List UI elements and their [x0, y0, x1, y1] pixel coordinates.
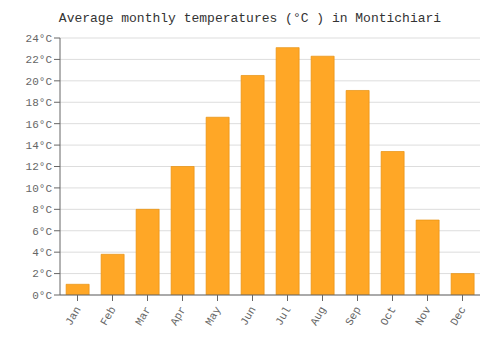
svg-text:Dec: Dec — [448, 305, 468, 328]
svg-text:Jul: Jul — [273, 305, 293, 328]
svg-text:20°C: 20°C — [26, 76, 53, 88]
svg-text:Feb: Feb — [98, 305, 118, 328]
svg-text:Oct: Oct — [378, 305, 398, 328]
svg-text:10°C: 10°C — [26, 183, 53, 195]
svg-text:22°C: 22°C — [26, 54, 53, 66]
html-text:Average monthly temperatures (: Average monthly temperatures (°C ) in Mo… — [58, 11, 442, 26]
svg-text:Sep: Sep — [343, 305, 363, 328]
svg-text:6°C: 6°C — [32, 226, 52, 238]
svg-text:Jan: Jan — [63, 305, 83, 328]
svg-text:16°C: 16°C — [26, 119, 53, 131]
svg-text:Nov: Nov — [413, 304, 433, 327]
svg-text:24°C: 24°C — [26, 33, 53, 45]
svg-text:8°C: 8°C — [32, 204, 52, 216]
svg-text:Aug: Aug — [308, 305, 328, 328]
svg-text:Mar: Mar — [133, 305, 153, 328]
svg-text:4°C: 4°C — [32, 247, 52, 259]
svg-text:Jun: Jun — [238, 305, 258, 328]
svg-text:2°C: 2°C — [32, 268, 52, 280]
svg-text:18°C: 18°C — [26, 97, 53, 109]
svg-text:Apr: Apr — [168, 305, 188, 328]
svg-text:0°C: 0°C — [32, 290, 52, 302]
svg-text:14°C: 14°C — [26, 140, 53, 152]
svg-text:12°C: 12°C — [26, 161, 53, 173]
svg-text:May: May — [203, 304, 223, 327]
